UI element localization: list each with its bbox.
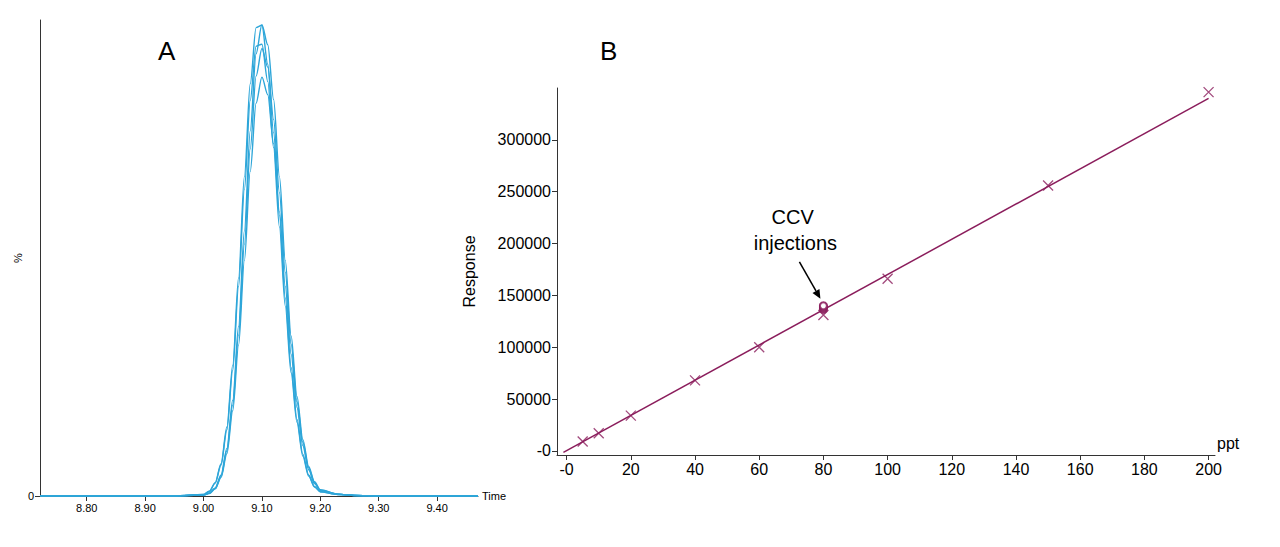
svg-text:180: 180 [1131, 461, 1158, 478]
svg-text:160: 160 [1067, 461, 1094, 478]
svg-text:20: 20 [622, 461, 640, 478]
svg-text:A: A [158, 36, 176, 66]
svg-text:9.10: 9.10 [251, 502, 272, 514]
svg-text:Time: Time [482, 490, 506, 502]
svg-text:-0: -0 [560, 461, 574, 478]
svg-text:250000: 250000 [498, 183, 551, 200]
svg-text:9.40: 9.40 [426, 502, 447, 514]
svg-text:-0: -0 [537, 442, 551, 459]
svg-text:100000: 100000 [498, 339, 551, 356]
svg-text:200000: 200000 [498, 235, 551, 252]
svg-text:9.00: 9.00 [193, 502, 214, 514]
svg-text:9.30: 9.30 [368, 502, 389, 514]
svg-text:200: 200 [1195, 461, 1222, 478]
svg-text:140: 140 [1003, 461, 1030, 478]
svg-text:300000: 300000 [498, 131, 551, 148]
svg-text:8.90: 8.90 [134, 502, 155, 514]
svg-text:Response: Response [461, 235, 478, 307]
svg-text:40: 40 [686, 461, 704, 478]
svg-text:8.80: 8.80 [76, 502, 97, 514]
svg-text:%: % [12, 253, 24, 263]
svg-text:CCV: CCV [772, 206, 820, 228]
svg-text:100: 100 [874, 461, 901, 478]
svg-text:80: 80 [815, 461, 833, 478]
svg-text:injections: injections [754, 232, 837, 254]
svg-text:9.20: 9.20 [310, 502, 331, 514]
svg-text:50000: 50000 [507, 391, 552, 408]
svg-text:0: 0 [28, 490, 34, 502]
svg-text:150000: 150000 [498, 287, 551, 304]
svg-text:ppt: ppt [1217, 435, 1240, 452]
svg-text:B: B [600, 36, 617, 66]
svg-text:60: 60 [750, 461, 768, 478]
svg-text:120: 120 [938, 461, 965, 478]
